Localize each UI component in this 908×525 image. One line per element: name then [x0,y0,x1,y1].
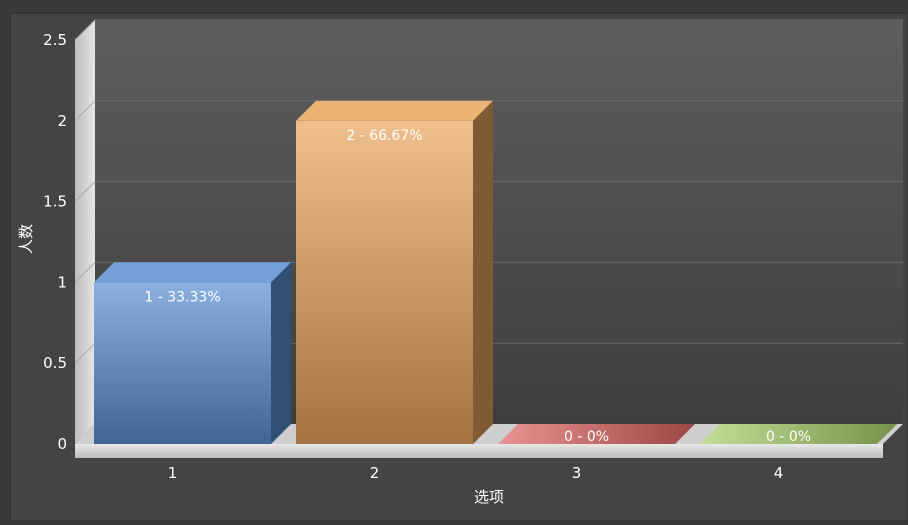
y-axis-title: 人数 [17,224,35,254]
y-tick-label: 1 [57,273,67,291]
y-tick-label: 0 [57,435,67,453]
data-label: 0 - 0% [766,429,811,445]
x-tick-label: 1 [168,464,178,482]
bar-front-face [296,120,473,445]
gridline-wall [74,262,96,283]
plot-floor-front [75,444,883,458]
bar-4 [700,424,897,444]
bar-3 [498,424,695,444]
bar-side-face [473,100,493,445]
gridline-wall [74,181,96,202]
y-tick-label: 0.5 [43,354,67,372]
bar-2 [296,100,493,445]
bar-flat-face [498,424,695,444]
bar-top-face [296,100,493,121]
data-label: 2 - 66.67% [346,128,422,144]
x-axis-title: 选项 [474,488,504,506]
data-label: 1 - 33.33% [144,289,220,305]
y-tick-label: 2 [57,112,67,130]
bar-top-face [94,262,291,283]
y-tick-label: 1.5 [43,193,67,211]
bar-front-face [94,282,271,444]
y-tick-label: 2.5 [43,31,67,49]
bar-flat-face [700,424,897,444]
x-tick-label: 2 [370,464,380,482]
gridline-wall [74,19,96,41]
data-label: 0 - 0% [564,429,609,445]
bar-side-face [271,262,291,444]
gridline-wall [74,342,96,364]
bar-1 [94,262,291,444]
plot-left-wall [75,20,95,444]
x-tick-label: 3 [572,464,582,482]
x-tick-label: 4 [774,464,784,482]
gridline-wall [74,100,96,122]
